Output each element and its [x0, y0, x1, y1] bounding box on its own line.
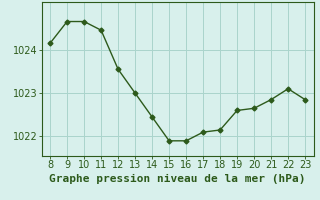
- X-axis label: Graphe pression niveau de la mer (hPa): Graphe pression niveau de la mer (hPa): [49, 174, 306, 184]
